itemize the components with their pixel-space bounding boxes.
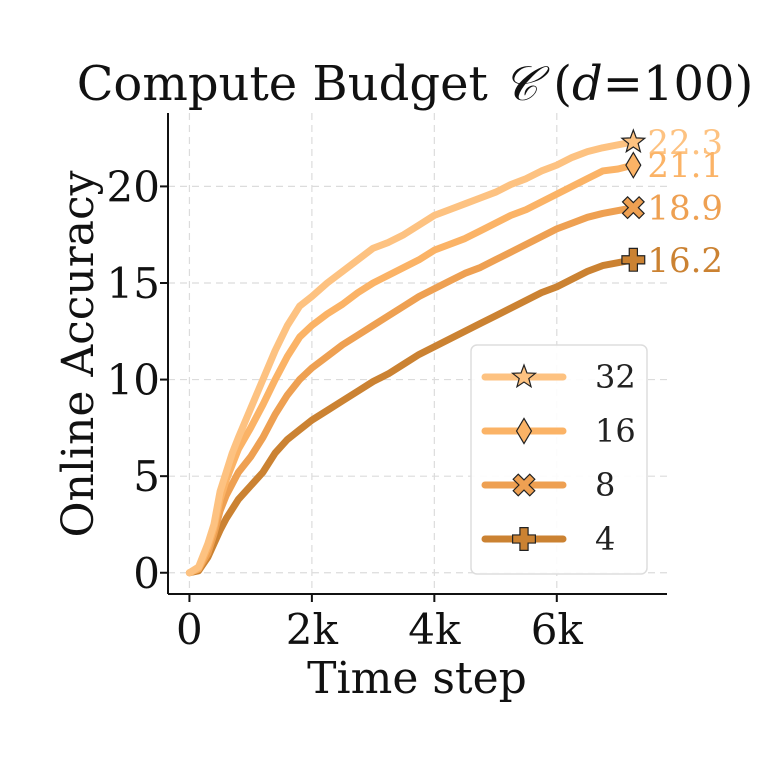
title-value: =100): [603, 56, 754, 112]
axes: [160, 113, 667, 602]
x-tick-label: 4k: [408, 605, 461, 654]
end-label-8: 18.9: [647, 189, 723, 229]
end-marker-16: [625, 151, 642, 179]
x-tick-label: 0: [176, 605, 203, 654]
x-tick-label: 6k: [531, 605, 584, 654]
legend-box: [470, 344, 648, 575]
series-line-32: [185, 138, 637, 577]
title-param: (: [538, 56, 572, 112]
legend-label-4: 4: [595, 520, 615, 558]
title-var: d: [572, 56, 603, 112]
y-tick-label: 10: [107, 356, 160, 405]
legend-marker-16: [515, 417, 533, 445]
end-marker-32: [620, 128, 647, 154]
series-line-4: [185, 256, 637, 577]
end-labels: 22.321.118.9 16.2: [620, 123, 723, 281]
tick-labels: 0 2k 4k 6k 0 5 10 15 20: [107, 162, 584, 654]
y-tick-label: 20: [107, 162, 160, 211]
end-marker-4: [621, 247, 646, 272]
end-marker-8: [621, 196, 645, 220]
chart-title: Compute Budget 𝒞 (d=100): [77, 56, 754, 112]
legend-marker-32: [510, 363, 538, 389]
series-line-8: [185, 204, 637, 577]
y-axis-title: Online Accuracy: [53, 170, 104, 537]
y-tick-label: 5: [133, 452, 160, 501]
end-label-4: 16.2: [647, 241, 723, 281]
legend-label-32: 32: [595, 358, 636, 396]
title-main: Compute Budget: [77, 56, 503, 112]
legend-marker-8: [512, 473, 536, 497]
y-tick-label: 15: [107, 259, 160, 308]
legend-label-8: 8: [595, 466, 615, 504]
end-label-32: 22.3: [647, 123, 723, 163]
legend-marker-4: [511, 526, 537, 552]
series-lines: [185, 138, 637, 577]
x-axis-title: Time step: [307, 653, 527, 704]
x-tick-label: 2k: [286, 605, 339, 654]
end-label-16: 21.1: [647, 146, 723, 186]
legend: 32 16 8 4: [470, 344, 648, 575]
y-tick-label: 0: [133, 549, 160, 598]
legend-label-16: 16: [595, 412, 636, 450]
